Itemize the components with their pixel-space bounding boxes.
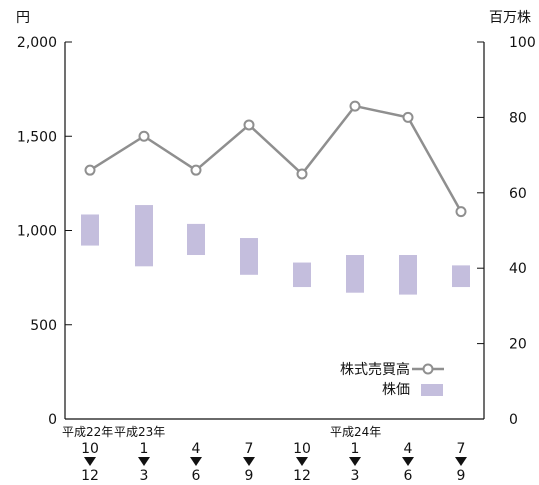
left-tick-label: 500 bbox=[30, 318, 57, 334]
right-axis-unit-label: 百万株 bbox=[489, 10, 531, 26]
legend-marker-swatch bbox=[422, 363, 434, 375]
volume-line-series bbox=[84, 100, 467, 218]
price-range-bar bbox=[81, 214, 99, 246]
x-end-month-label: 9 bbox=[457, 468, 466, 481]
price-range-bar bbox=[187, 223, 205, 256]
x-start-month-label: 10 bbox=[293, 441, 311, 457]
right-tick-label: 60 bbox=[509, 186, 527, 202]
x-arrow-icon bbox=[349, 457, 361, 466]
price-range-bar bbox=[293, 262, 311, 288]
x-end-month-label: 9 bbox=[245, 468, 254, 481]
left-tick-label: 1,500 bbox=[17, 129, 57, 145]
x-start-month-label: 4 bbox=[192, 441, 201, 457]
x-arrow-icon bbox=[243, 457, 255, 466]
x-end-month-label: 6 bbox=[192, 468, 201, 481]
volume-point bbox=[349, 100, 361, 112]
x-end-month-label: 6 bbox=[404, 468, 413, 481]
price-range-bar bbox=[452, 265, 470, 288]
volume-point bbox=[190, 164, 202, 176]
price-range-bar bbox=[135, 205, 153, 267]
price-range-bars bbox=[81, 205, 470, 295]
price-range-bar bbox=[399, 255, 417, 295]
x-start-month-label: 7 bbox=[245, 441, 254, 457]
x-arrow-icon bbox=[138, 457, 150, 466]
x-end-month-label: 3 bbox=[140, 468, 149, 481]
left-tick-label: 1,000 bbox=[17, 224, 57, 240]
x-start-month-label: 1 bbox=[351, 441, 360, 457]
x-start-month-label: 4 bbox=[404, 441, 413, 457]
volume-point bbox=[296, 168, 308, 180]
volume-point bbox=[455, 206, 467, 218]
x-arrow-icon bbox=[84, 457, 96, 466]
x-end-month-label: 12 bbox=[293, 468, 311, 481]
x-axis-labels: 平成22年 平成23年 平成24年 10 12 1 3 4 6 7 9 10 12 1 3 4 6 7 9 bbox=[62, 425, 467, 484]
x-arrow-icon bbox=[190, 457, 202, 466]
volume-line bbox=[89, 104, 463, 213]
x-end-month-label: 12 bbox=[81, 468, 99, 481]
x-year-label: 平成22年 bbox=[62, 425, 113, 439]
volume-point bbox=[84, 164, 96, 176]
x-start-month-label: 10 bbox=[81, 441, 99, 457]
legend-bar-swatch bbox=[421, 384, 443, 396]
legend: 株式売買高 株価 bbox=[340, 361, 444, 398]
volume-point bbox=[138, 130, 150, 142]
right-tick-label: 0 bbox=[509, 412, 518, 428]
price-range-bar bbox=[240, 238, 258, 275]
x-start-month-label: 1 bbox=[140, 441, 149, 457]
x-arrow-icon bbox=[402, 457, 414, 466]
legend-label-price: 株価 bbox=[382, 382, 410, 398]
volume-point bbox=[243, 119, 255, 131]
right-axis-ticks: 0 20 40 60 80 100 bbox=[477, 35, 536, 428]
left-tick-label: 2,000 bbox=[17, 35, 57, 51]
left-axis-unit-label: 円 bbox=[16, 10, 30, 26]
right-tick-label: 40 bbox=[509, 261, 527, 277]
right-tick-label: 100 bbox=[509, 35, 536, 51]
right-tick-label: 80 bbox=[509, 110, 527, 126]
legend-label-volume: 株式売買高 bbox=[340, 361, 410, 378]
x-year-label: 平成24年 bbox=[330, 425, 381, 439]
x-start-month-label: 7 bbox=[457, 441, 466, 457]
x-year-label: 平成23年 bbox=[114, 425, 165, 439]
x-arrow-icon bbox=[296, 457, 308, 466]
x-end-month-label: 3 bbox=[351, 468, 360, 481]
volume-point bbox=[402, 111, 414, 123]
x-arrow-icon bbox=[455, 457, 467, 466]
price-range-bar bbox=[346, 255, 364, 293]
left-axis-ticks: 0 500 1,000 1,500 2,000 bbox=[17, 35, 72, 428]
plot-frame bbox=[64, 42, 485, 420]
right-tick-label: 20 bbox=[509, 337, 527, 353]
left-tick-label: 0 bbox=[48, 412, 57, 428]
